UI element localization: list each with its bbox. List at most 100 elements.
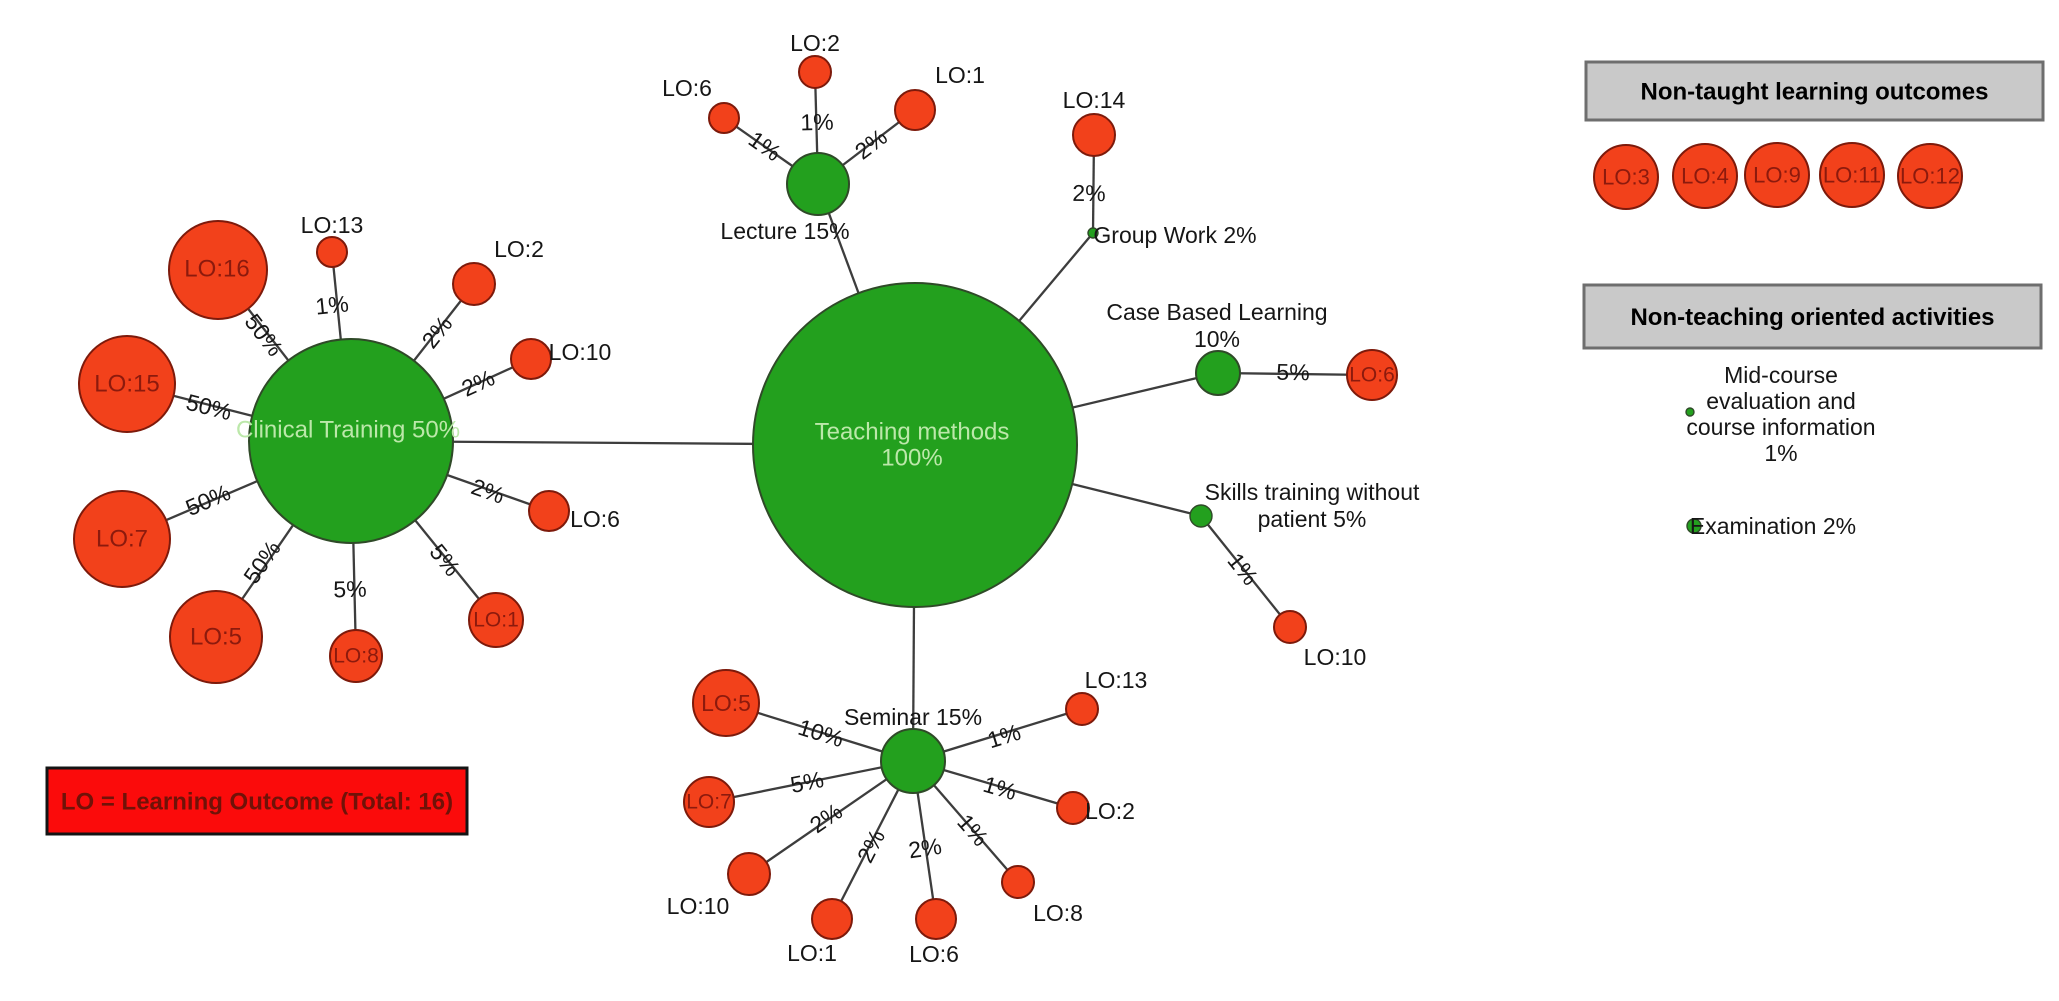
lo-note [45,766,469,836]
sem-lo13-label: LO:13 [1085,667,1148,693]
skills-label-line1: Skills training without [1205,479,1420,505]
node-cl-lo5 [169,590,263,684]
edge-label-sk-lo10: 1% [1222,548,1263,590]
teaching-label-line2: 100% [881,445,942,472]
node-sem-lo10 [727,852,771,896]
cl-lo2-label: LO:2 [494,236,544,262]
non-taught-header [1584,60,2045,122]
lecture-label: Lecture 15% [720,218,849,244]
node-skills [1189,504,1213,528]
cl-lo13-label: LO:13 [301,212,364,238]
edge-label-cl-lo8: 5% [333,576,367,603]
node-sem-lo7 [683,776,735,828]
node-sem-lo6 [915,898,957,940]
node-cl-lo2 [452,262,496,306]
node-sem-lo2 [1056,791,1090,825]
node-cl-lo8 [329,629,383,683]
sem-lo8-label: LO:8 [1033,900,1083,926]
node-lo14 [1072,113,1116,157]
midcourse-item-line2: evaluation and [1706,388,1856,414]
node-sem-lo5 [692,669,760,737]
node-lg-lo4 [1672,143,1738,209]
edge-label-sem-lo8: 1% [952,809,993,851]
node-sem-lo1 [811,898,853,940]
edge-seminar-sem-lo7 [708,759,914,804]
examination-item: Examination 2% [1690,513,1856,539]
node-cl-lo10 [510,338,552,380]
node-cl-lo1 [468,592,524,648]
edge-label-sem-lo7: 5% [788,766,826,798]
node-cl-lo15 [78,335,176,433]
cl-lo16-text: LO:16 [184,256,249,283]
edge-label-cbl-lo6: 5% [1276,359,1310,385]
node-teaching [752,282,1078,608]
edge-label-cl-lo10: 2% [457,364,498,401]
cbl-lo6-text: LO:6 [1349,364,1395,387]
cl-lo7-text: LO:7 [96,526,148,553]
sem-lo7-text: LO:7 [686,791,732,814]
lec-lo1-label: LO:1 [935,62,985,88]
cl-lo5-text: LO:5 [190,624,242,651]
seminar-label: Seminar 15% [844,704,982,730]
edge-label-sem-lo13: 1% [984,719,1023,754]
non-taught-header-title: Non-taught learning outcomes [1641,79,1989,106]
node-sk-lo10 [1273,610,1307,644]
lec-lo6-label: LO:6 [662,75,712,101]
node-sem-lo13 [1065,692,1099,726]
node-lecture [786,152,850,216]
node-lg-lo3 [1593,144,1659,210]
edge-label-sem-lo2: 1% [980,771,1019,805]
sem-lo1-label: LO:1 [787,940,837,966]
edge-label-lo14: 2% [1072,180,1106,206]
sem-lo10-label: LO:10 [667,893,730,919]
cbl-label-line2: 10% [1194,326,1240,352]
sem-lo6-label: LO:6 [909,941,959,967]
edge-label-cl-lo5: 50% [238,536,286,589]
node-lg-lo12 [1897,143,1963,209]
cl-lo6-label: LO:6 [570,506,620,532]
lg-lo12-text: LO:12 [1900,164,1960,189]
lg-lo11-text: LO:11 [1823,163,1881,188]
node-groupwork [1087,227,1099,239]
midcourse-item-line1: Mid-course [1724,362,1838,388]
lg-lo9-text: LO:9 [1753,163,1801,188]
sk-lo10-label: LO:10 [1304,644,1367,670]
node-lec-lo6 [708,102,740,134]
clinical-label: Clinical Training 50% [236,417,460,444]
cl-lo10-label: LO:10 [549,339,612,365]
node-cl-lo13 [316,236,348,268]
teaching-label-line1: Teaching methods [815,419,1010,446]
midcourse-item-line3: course information [1686,414,1875,440]
node-clinical [248,338,454,544]
edge-label-sem-lo1: 2% [852,825,890,866]
lo14-label: LO:14 [1063,87,1126,113]
cl-lo1-text: LO:1 [473,609,519,632]
edge-label-cl-lo2: 2% [417,311,458,353]
groupwork-label: Group Work 2% [1093,222,1256,248]
node-midcourse-dot [1685,407,1695,417]
edge-skills-sk-lo10 [1200,515,1291,628]
cl-lo15-text: LO:15 [94,371,159,398]
edge-label-cl-lo6: 2% [468,473,508,509]
lg-lo4-text: LO:4 [1681,164,1729,189]
node-cl-lo6 [528,490,570,532]
edge-label-lec-lo1: 2% [850,124,892,165]
skills-label-line2: patient 5% [1258,506,1367,532]
edge-label-sem-lo5: 10% [795,714,847,752]
node-exam-dot [1686,518,1702,534]
node-cl-lo16 [168,220,268,320]
lo-note-title: LO = Learning Outcome (Total: 16) [61,789,453,816]
lec-lo2-label: LO:2 [790,30,840,56]
edge-label-cl-lo13: 1% [314,290,350,319]
lg-lo3-text: LO:3 [1602,165,1650,190]
node-cbl [1195,350,1241,396]
edge-label-cl-lo16: 50% [240,309,289,361]
node-sem-lo8 [1001,865,1035,899]
edge-label-sem-lo6: 2% [907,833,944,864]
edge-label-cl-lo7: 50% [182,479,235,521]
cbl-label-line1: Case Based Learning [1106,299,1327,325]
edge-label-cl-lo15: 50% [183,389,234,426]
node-seminar [880,728,946,794]
node-lec-lo2 [798,55,832,89]
